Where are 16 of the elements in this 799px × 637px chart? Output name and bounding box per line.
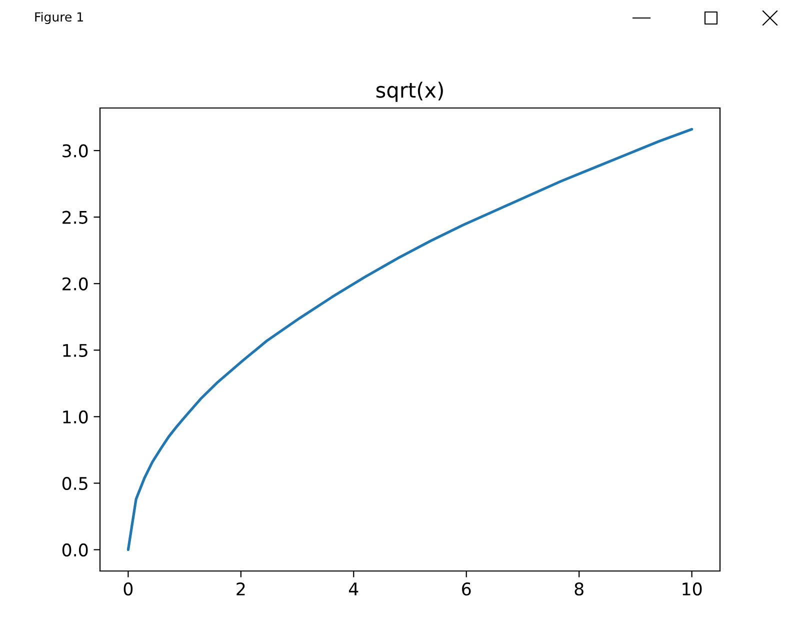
- x-tick-label: 2: [236, 582, 245, 596]
- x-tick-label: 8: [574, 582, 584, 596]
- y-tick-label: 1.5: [63, 344, 88, 357]
- x-tick-label: 10: [682, 582, 702, 596]
- chart-title: sqrt(x): [376, 82, 443, 102]
- x-tick-label: 6: [462, 582, 471, 596]
- y-tick-label: 3.0: [62, 144, 88, 158]
- line-series: [126, 128, 694, 552]
- x-tick-label: 0: [124, 582, 133, 596]
- y-tick-label: 0.5: [62, 476, 88, 490]
- y-tick-label: 1.0: [63, 410, 88, 424]
- y-tick-label: 2.0: [62, 277, 88, 290]
- x-tick-label: 4: [348, 582, 358, 596]
- y-tick-label: 0.0: [62, 543, 88, 557]
- caption: Figure 1: [35, 12, 83, 24]
- y-tick-label: 2.5: [62, 210, 88, 224]
